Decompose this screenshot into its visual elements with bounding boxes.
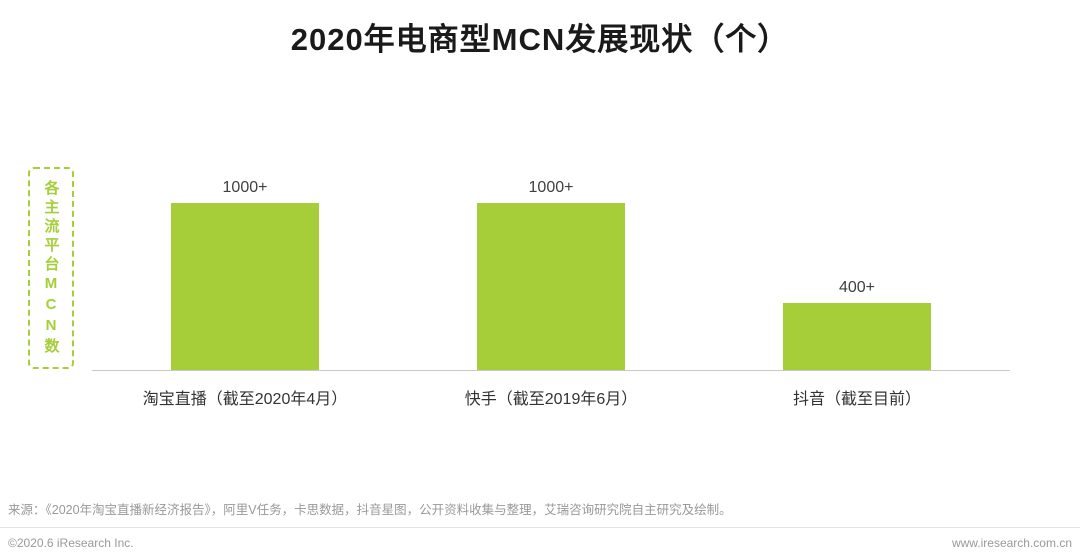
source-note: 来源：《2020年淘宝直播新经济报告》，阿里V任务，卡思数据，抖音星图，公开资料… <box>8 503 732 517</box>
footer-divider <box>0 527 1080 528</box>
bar <box>783 303 931 370</box>
bar-chart: 1000+ 1000+ 400+ 淘宝直播（截至2020年4月） 快手（截至2019年… <box>92 150 1010 409</box>
bar-category-label: 淘宝直播（截至2020年4月） <box>142 391 348 408</box>
footer-copyright: ©2020.6 iResearch Inc. <box>8 536 134 550</box>
bar <box>171 203 319 370</box>
footer-url: www.iresearch.com.cn <box>951 536 1072 550</box>
bar-value-label: 1000+ <box>222 179 268 196</box>
bar-group: 1000+ <box>92 150 398 370</box>
categories-row: 淘宝直播（截至2020年4月） 快手（截至2019年6月） 抖音（截至目前） <box>92 385 1010 409</box>
y-axis-label-box: 各主流平台MCN数 <box>28 167 74 369</box>
page-title: 2020年电商型MCN发展现状（个） <box>290 22 790 57</box>
bar-category-label: 抖音（截至目前） <box>792 391 921 408</box>
y-axis-label: 各主流平台MCN数 <box>42 179 60 357</box>
bar <box>477 203 625 370</box>
bars-row: 1000+ 1000+ 400+ <box>92 150 1010 371</box>
bar-category-label: 快手（截至2019年6月） <box>464 391 638 408</box>
bar-group: 1000+ <box>398 150 704 370</box>
bar-group: 400+ <box>704 150 1010 370</box>
bar-value-label: 1000+ <box>528 179 574 196</box>
bar-value-label: 400+ <box>838 279 876 296</box>
